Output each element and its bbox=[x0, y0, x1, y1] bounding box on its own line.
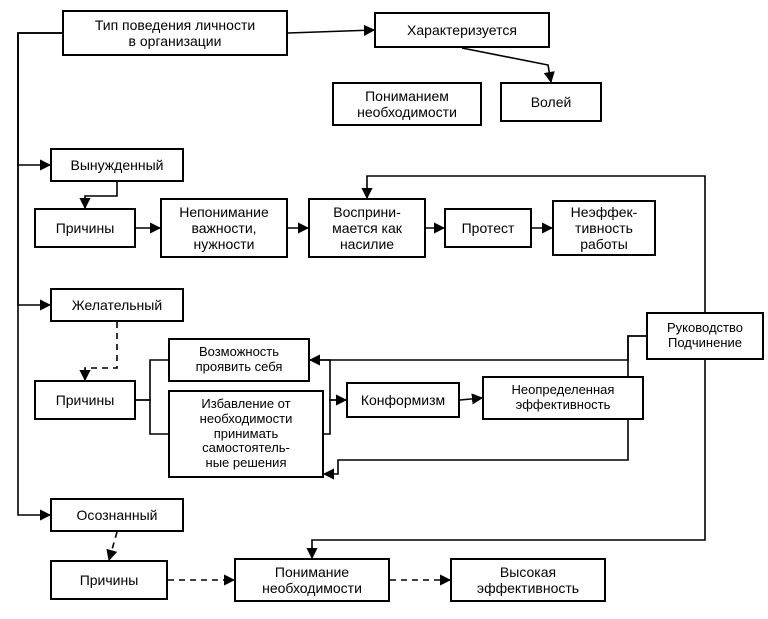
node-n_viol: Восприни-мается какнасилие bbox=[308, 198, 426, 258]
node-n_misund: Непониманиеважности,нужности bbox=[160, 198, 288, 258]
edge bbox=[136, 400, 168, 434]
node-n_free: Избавление отнеобходимостиприниматьсамос… bbox=[168, 390, 324, 478]
node-n_und: Пониманиемнеобходимости bbox=[332, 82, 482, 126]
node-n_undeff: Неопределеннаяэффективность bbox=[482, 376, 644, 420]
edge bbox=[136, 360, 168, 400]
node-n_ineff: Неэффек-тивностьработы bbox=[552, 200, 656, 256]
node-n_consc: Осознанный bbox=[50, 498, 184, 532]
edge bbox=[18, 33, 62, 165]
edge bbox=[85, 322, 117, 380]
flowchart-canvas: Тип поведения личностив организации Харак… bbox=[0, 0, 768, 619]
node-n_protest: Протест bbox=[444, 208, 532, 248]
edge bbox=[109, 532, 117, 560]
node-n_will: Волей bbox=[500, 82, 602, 122]
node-n_type: Тип поведения личностив организации bbox=[62, 10, 288, 56]
edge bbox=[18, 33, 62, 515]
node-n_conf: Конформизм bbox=[346, 382, 460, 418]
node-n_char: Характеризуется bbox=[374, 12, 550, 48]
edge bbox=[462, 48, 551, 82]
node-n_cause3: Причины bbox=[50, 560, 168, 600]
node-n_desir: Желательный bbox=[50, 288, 184, 322]
node-n_cause1: Причины bbox=[34, 208, 136, 248]
edge bbox=[85, 182, 117, 208]
node-n_higheff: Высокаяэффективность bbox=[450, 558, 606, 602]
edge bbox=[288, 30, 374, 33]
edge bbox=[310, 336, 646, 360]
edge bbox=[324, 400, 346, 434]
edge bbox=[460, 398, 482, 400]
node-n_lead: РуководствоПодчинение bbox=[646, 312, 764, 360]
node-n_forced: Вынужденный bbox=[50, 148, 184, 182]
node-n_cause2: Причины bbox=[34, 380, 136, 420]
node-n_compr: Пониманиенеобходимости bbox=[234, 558, 390, 602]
node-n_opport: Возможностьпроявить себя bbox=[168, 338, 310, 382]
